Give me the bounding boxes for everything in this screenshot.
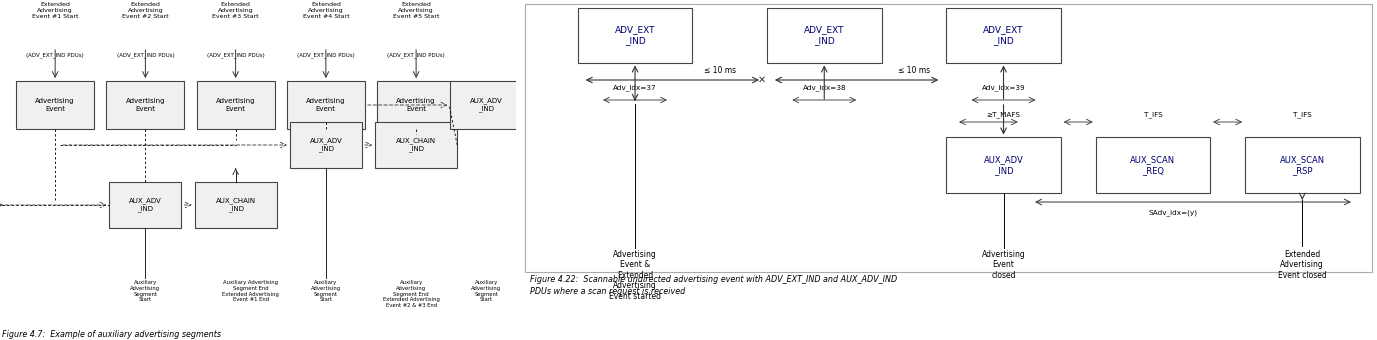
Text: Extended
Advertising
Event closed: Extended Advertising Event closed [1278, 250, 1326, 280]
FancyBboxPatch shape [106, 81, 185, 129]
Text: AUX_CHAIN
_IND: AUX_CHAIN _IND [216, 198, 256, 212]
FancyBboxPatch shape [526, 4, 1371, 272]
Text: ≤ 10 ms: ≤ 10 ms [704, 66, 735, 75]
Text: Advertising
Event &
Extended
Advertising
Event started: Advertising Event & Extended Advertising… [609, 250, 661, 301]
Text: AUX_ADV
_IND: AUX_ADV _IND [129, 198, 161, 212]
Text: Auxiliary
Advertising
Segment
Start: Auxiliary Advertising Segment Start [471, 280, 501, 302]
FancyBboxPatch shape [197, 81, 275, 129]
FancyBboxPatch shape [946, 7, 1060, 63]
Text: AUX_SCAN
_RSP: AUX_SCAN _RSP [1279, 155, 1325, 175]
Text: Adv_idx=39: Adv_idx=39 [982, 85, 1026, 91]
Text: Adv_idx=38: Adv_idx=38 [803, 85, 845, 91]
Text: Auxiliary
Advertising
Segment End
Extended Advertising
Event #2 & #3 End: Auxiliary Advertising Segment End Extend… [383, 280, 439, 308]
Text: Extended
Advertising
Event #1 Start: Extended Advertising Event #1 Start [32, 2, 78, 19]
FancyBboxPatch shape [946, 137, 1060, 192]
Text: Adv_idx=37: Adv_idx=37 [613, 85, 657, 91]
Text: Advertising
Event: Advertising Event [397, 98, 437, 112]
Text: (ADV_EXT_IND PDUs): (ADV_EXT_IND PDUs) [387, 52, 445, 58]
Text: AUX_ADV
_IND: AUX_ADV _IND [310, 138, 343, 152]
Text: ADV_EXT
_IND: ADV_EXT _IND [614, 25, 655, 45]
Text: T_IFS: T_IFS [1143, 111, 1162, 118]
Text: Advertising
Event: Advertising Event [306, 98, 346, 112]
Text: SAdv_idx=(y): SAdv_idx=(y) [1148, 209, 1198, 216]
FancyBboxPatch shape [109, 182, 182, 228]
Text: Figure 4.22:  Scannable undirected advertising event with ADV_EXT_IND and AUX_AD: Figure 4.22: Scannable undirected advert… [530, 275, 898, 296]
Text: Figure 4.7:  Example of auxiliary advertising segments: Figure 4.7: Example of auxiliary adverti… [1, 330, 220, 339]
Text: Auxiliary Advertising
Segment End
Extended Advertising
Event #1 End: Auxiliary Advertising Segment End Extend… [222, 280, 280, 302]
Text: Extended
Advertising
Event #3 Start: Extended Advertising Event #3 Start [212, 2, 259, 19]
FancyBboxPatch shape [194, 182, 277, 228]
FancyBboxPatch shape [1096, 137, 1210, 192]
Text: Auxiliary
Advertising
Segment
Start: Auxiliary Advertising Segment Start [311, 280, 341, 302]
Text: ≤ 10 ms: ≤ 10 ms [898, 66, 929, 75]
Text: Extended
Advertising
Event #2 Start: Extended Advertising Event #2 Start [123, 2, 169, 19]
FancyBboxPatch shape [377, 81, 456, 129]
FancyBboxPatch shape [1245, 137, 1359, 192]
FancyBboxPatch shape [286, 81, 365, 129]
Text: (ADV_EXT_IND PDUs): (ADV_EXT_IND PDUs) [297, 52, 355, 58]
Text: (ADV_EXT_IND PDUs): (ADV_EXT_IND PDUs) [207, 52, 264, 58]
FancyBboxPatch shape [289, 122, 362, 168]
Text: (ADV_EXT_IND PDUs): (ADV_EXT_IND PDUs) [26, 52, 84, 58]
FancyBboxPatch shape [767, 7, 881, 63]
Text: Advertising
Event
closed: Advertising Event closed [982, 250, 1026, 280]
Text: AUX_ADV
_IND: AUX_ADV _IND [983, 155, 1023, 175]
Text: ADV_EXT
_IND: ADV_EXT _IND [983, 25, 1023, 45]
Text: AUX_ADV
_IND: AUX_ADV _IND [470, 98, 503, 113]
Text: (ADV_EXT_IND PDUs): (ADV_EXT_IND PDUs) [117, 52, 175, 58]
FancyBboxPatch shape [17, 81, 94, 129]
Text: AUX_CHAIN
_IND: AUX_CHAIN _IND [397, 138, 437, 152]
FancyBboxPatch shape [578, 7, 693, 63]
FancyBboxPatch shape [375, 122, 457, 168]
Text: ADV_EXT
_IND: ADV_EXT _IND [804, 25, 844, 45]
Text: Advertising
Event: Advertising Event [216, 98, 255, 112]
FancyBboxPatch shape [450, 81, 522, 129]
Text: AUX_SCAN
_REQ: AUX_SCAN _REQ [1131, 155, 1176, 175]
Text: Extended
Advertising
Event #5 Start: Extended Advertising Event #5 Start [392, 2, 439, 19]
Text: T_IFS: T_IFS [1293, 111, 1312, 118]
Text: Advertising
Event: Advertising Event [125, 98, 165, 112]
Text: ≥T_MAFS: ≥T_MAFS [986, 111, 1020, 118]
Text: Auxiliary
Advertising
Segment
Start: Auxiliary Advertising Segment Start [131, 280, 161, 302]
Text: Extended
Advertising
Event #4 Start: Extended Advertising Event #4 Start [303, 2, 350, 19]
Text: ✕: ✕ [757, 75, 766, 85]
Text: Advertising
Event: Advertising Event [36, 98, 74, 112]
